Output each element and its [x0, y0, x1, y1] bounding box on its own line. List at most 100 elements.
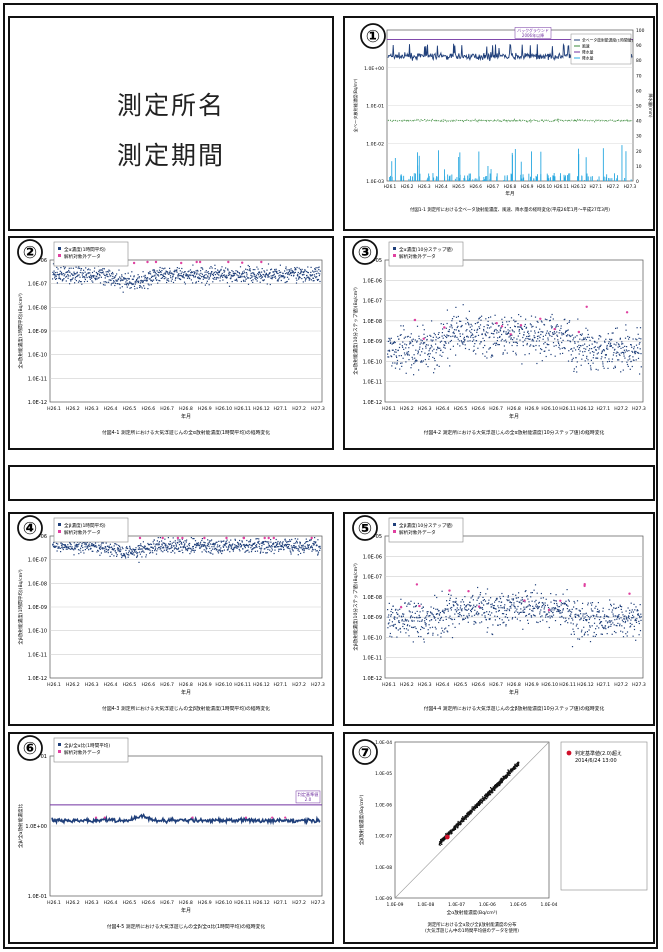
data-point [300, 552, 302, 554]
y-axis-label: 全β放射能濃度(10分ステップ値)(Bq/cm³) [352, 563, 359, 651]
data-point [283, 277, 285, 279]
data-point [526, 606, 528, 608]
data-point [515, 610, 517, 612]
data-point [495, 597, 498, 600]
data-point [174, 547, 176, 549]
data-point [560, 604, 562, 606]
rainfall-bar [554, 176, 556, 181]
data-point [193, 276, 195, 278]
data-point [492, 791, 494, 793]
data-point [266, 552, 268, 554]
data-point [254, 550, 256, 552]
data-point [157, 537, 159, 539]
rainfall-bar [432, 173, 434, 181]
data-point [513, 331, 515, 333]
data-point [446, 334, 448, 336]
y-tick-label: 1.0E-07 [28, 558, 47, 564]
data-point [578, 615, 580, 618]
data-point [497, 605, 499, 607]
data-point [548, 333, 550, 335]
data-point [130, 275, 132, 277]
data-point [434, 360, 436, 362]
data-point [484, 334, 487, 336]
data-point [230, 278, 232, 280]
data-point [527, 335, 529, 337]
data-point [286, 269, 288, 271]
data-point [302, 281, 304, 283]
data-point [268, 544, 270, 546]
rainfall-bar [400, 174, 402, 181]
data-point [392, 362, 394, 364]
y-tick-label: 1.0E+00 [25, 824, 47, 830]
data-point [457, 823, 459, 825]
annotation-box [514, 27, 552, 39]
x-tick-label: H26.1 [47, 406, 61, 412]
data-point [506, 321, 508, 323]
data-point [416, 325, 419, 327]
legend-label: 風速 [582, 44, 590, 49]
data-point [57, 547, 59, 549]
data-point [170, 551, 172, 553]
data-point [314, 542, 317, 544]
data-point [98, 270, 100, 273]
data-point [463, 338, 465, 340]
data-point [179, 270, 181, 272]
data-point [565, 600, 567, 602]
data-point [401, 365, 403, 367]
data-point [483, 330, 485, 332]
x-tick-label: H26.11 [559, 682, 576, 688]
x-tick-label: H26.2 [66, 406, 80, 412]
data-point [149, 278, 151, 280]
rainfall-bar [602, 148, 604, 181]
data-point [183, 541, 185, 543]
data-point [235, 547, 237, 549]
data-point [150, 551, 152, 553]
data-point [535, 344, 537, 347]
data-point [578, 347, 581, 349]
data-point [513, 765, 516, 767]
data-point [305, 277, 307, 280]
data-point [595, 349, 597, 351]
data-point [492, 624, 494, 626]
rainfall-bar [598, 176, 600, 181]
data-point [144, 545, 146, 547]
data-point [504, 349, 506, 351]
data-point [562, 593, 564, 595]
data-point [76, 544, 78, 546]
data-point [225, 274, 227, 276]
data-point [74, 544, 76, 546]
data-point [447, 357, 449, 359]
x-tick-label: H27.3 [632, 406, 646, 412]
data-point [610, 345, 612, 347]
data-point [605, 354, 607, 356]
data-point [85, 544, 87, 546]
data-point [80, 269, 82, 271]
rainfall-bar [403, 175, 405, 181]
data-point [558, 606, 561, 608]
panel-number: ⑥ [23, 739, 37, 759]
data-point [591, 351, 594, 353]
data-point [615, 327, 617, 329]
data-point [60, 273, 62, 275]
rainfall-bar [531, 151, 532, 181]
data-point [474, 807, 477, 810]
data-point [608, 625, 610, 628]
data-point [434, 626, 436, 628]
data-point [551, 607, 553, 609]
data-point [634, 352, 636, 354]
data-point [457, 604, 459, 606]
data-point [555, 600, 557, 602]
legend-label: 降水量 [582, 56, 594, 61]
rainfall-bar [444, 169, 445, 181]
data-point [573, 631, 575, 633]
data-point [389, 340, 391, 342]
x-tick-label: H26.3 [418, 406, 432, 412]
data-point [557, 325, 559, 327]
rainfall-bar [464, 175, 466, 181]
data-point [630, 611, 632, 613]
legend-label: 解析対象外データ [64, 253, 101, 260]
data-point [217, 273, 219, 275]
data-point [289, 539, 291, 541]
data-point [593, 631, 595, 634]
x-tick-label: H27.1 [596, 682, 610, 688]
